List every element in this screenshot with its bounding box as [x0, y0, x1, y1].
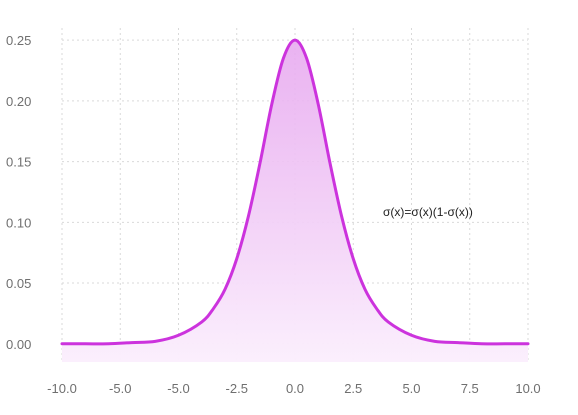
x-tick-label: 5.0	[402, 381, 420, 396]
x-tick-label: 2.5	[344, 381, 362, 396]
x-tick-label: 10.0	[515, 381, 540, 396]
y-tick-label: 0.20	[6, 94, 31, 109]
x-tick-label: -5.0	[167, 381, 189, 396]
x-tick-label: -5.0	[109, 381, 131, 396]
x-tick-label: -10.0	[47, 381, 77, 396]
x-tick-label: 7.5	[461, 381, 479, 396]
x-tick-label: 0.0	[286, 381, 304, 396]
y-axis-ticks: 0.25 0.20 0.15 0.10 0.05 0.00	[6, 33, 31, 352]
formula-annotation: σ(x)=σ(x)(1-σ(x))	[383, 205, 473, 219]
y-tick-label: 0.05	[6, 276, 31, 291]
x-axis-ticks: -10.0 -5.0 -5.0 -2.5 0.0 2.5 5.0 7.5 10.0	[47, 381, 540, 396]
y-tick-label: 0.15	[6, 155, 31, 170]
y-tick-label: 0.10	[6, 215, 31, 230]
y-tick-label: 0.00	[6, 337, 31, 352]
y-tick-label: 0.25	[6, 33, 31, 48]
area-layer	[62, 40, 528, 363]
line-layer	[60, 38, 530, 346]
x-tick-label: -2.5	[226, 381, 248, 396]
area-fill	[62, 40, 528, 363]
series-line	[60, 38, 530, 346]
